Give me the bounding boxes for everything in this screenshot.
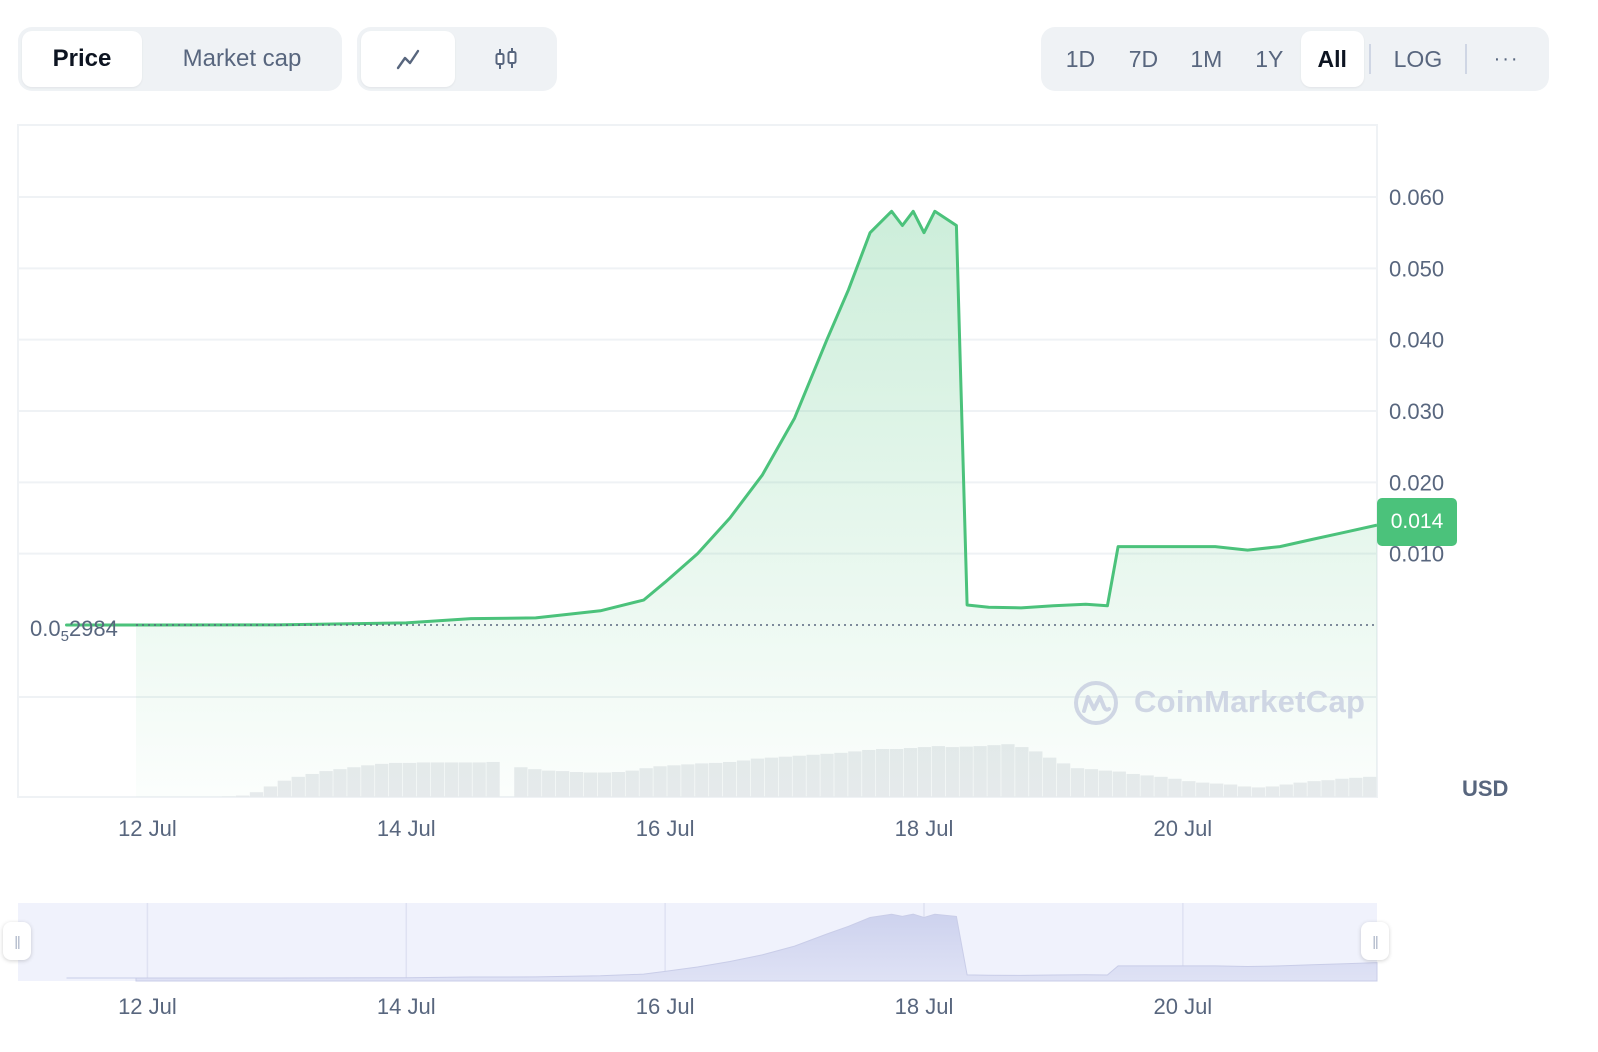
chart-type-selector (357, 27, 557, 91)
y-tick-label: 0.040 (1389, 328, 1444, 353)
price-area-fill (66, 211, 1377, 798)
range-1y-button[interactable]: 1Y (1255, 45, 1284, 72)
more-options-button[interactable]: ··· (1493, 47, 1520, 70)
x-tick-label: 18 Jul (895, 816, 954, 841)
range-navigator[interactable] (18, 903, 1378, 982)
price-line (65, 209, 1378, 627)
x-axis-labels: 12 Jul 14 Jul 16 Jul 18 Jul 20 Jul (118, 816, 1212, 841)
navigator-right-handle[interactable]: || (1361, 922, 1389, 960)
price-area (65, 209, 1378, 798)
x-tick-label: 14 Jul (377, 816, 436, 841)
range-7d-button[interactable]: 7D (1128, 45, 1159, 72)
currency-label: USD (1462, 776, 1509, 801)
candlestick-chart-icon (495, 48, 517, 69)
navigator-x-tick-label: 14 Jul (377, 994, 436, 1019)
coinmarketcap-logo-icon (1074, 681, 1118, 725)
navigator-left-handle[interactable]: || (3, 922, 31, 960)
y-tick-label: 0.030 (1389, 399, 1444, 424)
x-tick-label: 16 Jul (636, 816, 695, 841)
navigator-x-tick-label: 20 Jul (1153, 994, 1212, 1019)
start-price-label: 0.052984 (30, 616, 118, 645)
range-all-button[interactable]: All (1300, 31, 1364, 87)
log-scale-button[interactable]: LOG (1393, 45, 1443, 72)
x-tick-label: 12 Jul (118, 816, 177, 841)
y-tick-label: 0.020 (1389, 470, 1444, 495)
navigator-x-tick-label: 16 Jul (636, 994, 695, 1019)
navigator-x-axis-labels: 12 Jul 14 Jul 16 Jul 18 Jul 20 Jul (118, 994, 1212, 1019)
time-range-selector: 1D 7D 1M 1Y All LOG ··· (1041, 27, 1549, 91)
navigator-x-tick-label: 18 Jul (895, 994, 954, 1019)
y-tick-label: 0.050 (1389, 256, 1444, 281)
line-chart-button[interactable] (361, 31, 455, 87)
current-price-badge: 0.014 (1377, 498, 1457, 546)
range-1d-button[interactable]: 1D (1065, 45, 1096, 72)
candlestick-chart-button[interactable] (459, 31, 553, 87)
tab-market-cap[interactable]: Market cap (182, 45, 302, 72)
watermark: CoinMarketCap (1134, 684, 1366, 719)
y-tick-label: 0.060 (1389, 185, 1444, 210)
metric-selector: Price Market cap (18, 27, 342, 91)
navigator-area (66, 913, 1378, 982)
divider (1368, 44, 1371, 74)
x-tick-label: 20 Jul (1153, 816, 1212, 841)
range-1m-button[interactable]: 1M (1190, 45, 1223, 72)
navigator-x-tick-label: 12 Jul (118, 994, 177, 1019)
tab-price[interactable]: Price (22, 31, 142, 87)
line-chart-icon (396, 49, 420, 70)
divider (1465, 44, 1468, 74)
